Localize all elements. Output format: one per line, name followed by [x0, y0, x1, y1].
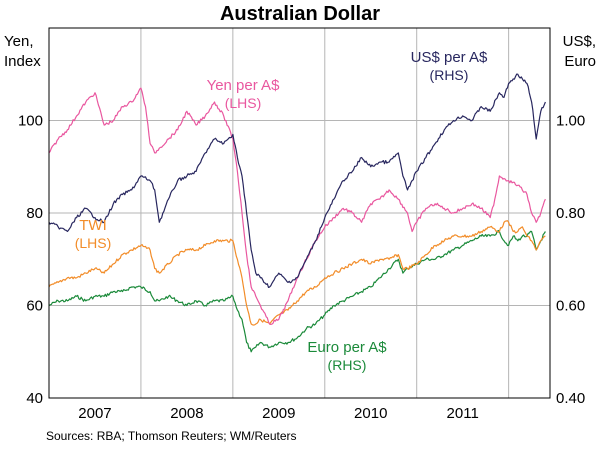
usd-series-sublabel: (RHS)	[430, 67, 469, 83]
series-line-yen-per-a	[48, 87, 546, 325]
right-axis-label-line1: US$,	[563, 33, 596, 50]
yen-series-label: Yen per A$	[207, 77, 281, 94]
euro-series-label: Euro per A$	[307, 339, 387, 356]
chart-title: Australian Dollar	[220, 3, 380, 25]
right-tick-label: 1.00	[556, 113, 585, 130]
left-tick-label: 40	[26, 390, 43, 407]
left-tick-label: 100	[18, 113, 43, 130]
x-tick-label: 2008	[170, 405, 203, 422]
source-note: Sources: RBA; Thomson Reuters; WM/Reuter…	[46, 429, 297, 443]
series-line-twi	[48, 220, 546, 326]
yen-series-sublabel: (LHS)	[225, 95, 262, 111]
right-tick-label: 0.40	[556, 390, 585, 407]
right-axis-label-line2: Euro	[564, 53, 596, 70]
twi-series-sublabel: (LHS)	[75, 235, 112, 251]
right-tick-label: 0.60	[556, 298, 585, 315]
series-lines	[48, 73, 546, 353]
right-tick-label: 0.80	[556, 205, 585, 222]
x-tick-label: 2007	[78, 405, 111, 422]
axis-ticks: 40 60 80 100 0.40 0.60 0.80 1.00 2007 2008 2009 201…	[18, 113, 585, 423]
left-tick-label: 80	[26, 205, 43, 222]
gridlines	[49, 28, 550, 398]
left-tick-label: 60	[26, 298, 43, 315]
series-line-euro-per-a	[48, 229, 546, 353]
plot-frame	[48, 27, 551, 399]
x-tick-label: 2010	[354, 405, 387, 422]
euro-series-sublabel: (RHS)	[328, 357, 367, 373]
series-line-us-per-a	[48, 73, 546, 288]
left-axis-label-line2: Index	[4, 53, 41, 70]
twi-series-label: TWI	[79, 217, 107, 234]
x-tick-label: 2011	[447, 405, 479, 422]
left-axis-label-line1: Yen,	[4, 33, 33, 50]
x-tick-label: 2009	[262, 405, 295, 422]
usd-series-label: US$ per A$	[411, 49, 488, 66]
